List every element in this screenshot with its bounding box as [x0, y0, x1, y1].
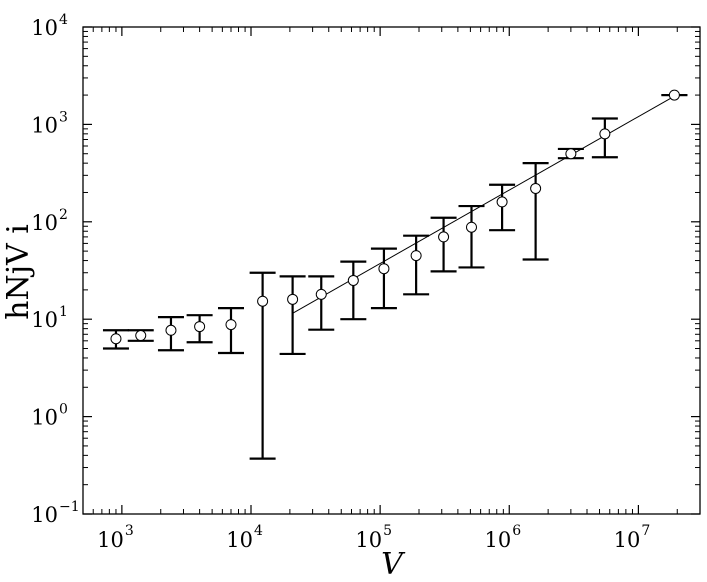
- data-point: [438, 231, 450, 243]
- data-point: [225, 319, 237, 331]
- x-tick-label-exponent: 3: [125, 523, 134, 539]
- x-tick-label: 10: [226, 528, 253, 552]
- x-axis: 10 3 10 4 10 5 10 6 10 7: [92, 27, 678, 552]
- x-axis-label: V: [381, 547, 406, 582]
- x-tick-label: 10: [355, 528, 382, 552]
- data-point: [496, 196, 508, 208]
- error-bar: [279, 275, 306, 356]
- data-point: [135, 330, 147, 342]
- data-point: [599, 128, 611, 140]
- x-tick-label: 10: [97, 528, 124, 552]
- x-tick-label-exponent: 4: [254, 523, 263, 539]
- y-tick-label-exponent: 4: [59, 12, 68, 28]
- error-bar: [340, 260, 367, 321]
- plot-frame: [82, 26, 701, 515]
- data-point: [287, 293, 299, 305]
- error-bar: [489, 183, 516, 232]
- error-bar: [403, 234, 430, 296]
- data-point: [378, 263, 390, 275]
- error-bar: [370, 247, 397, 310]
- error-bar: [458, 204, 485, 269]
- x-tick-label-exponent: 6: [512, 523, 521, 539]
- error-bar: [522, 162, 549, 261]
- y-tick-label-exponent: 1: [59, 304, 68, 320]
- data-point: [194, 321, 206, 333]
- y-tick-label: 10: [31, 406, 58, 430]
- data-points: [110, 89, 680, 345]
- error-bars: [102, 93, 688, 460]
- x-tick-label: 10: [614, 528, 641, 552]
- y-tick-label-exponent: 3: [59, 109, 68, 125]
- data-point: [530, 182, 542, 194]
- data-point: [668, 89, 680, 101]
- data-point: [165, 324, 177, 336]
- y-tick-label: 10: [31, 113, 58, 137]
- data-point: [565, 148, 577, 160]
- y-axis-label: hNjV i: [1, 224, 36, 320]
- y-tick-label: 10: [31, 211, 58, 235]
- y-tick-label-exponent: −1: [59, 499, 80, 515]
- x-tick-label-exponent: 5: [383, 523, 392, 539]
- error-bar: [308, 275, 335, 331]
- y-tick-label: 10: [31, 503, 58, 527]
- data-point: [347, 274, 359, 286]
- data-point: [110, 333, 122, 345]
- x-tick-label: 10: [485, 528, 512, 552]
- data-point: [257, 295, 269, 307]
- error-bar: [217, 307, 244, 355]
- y-tick-label: 10: [31, 16, 58, 40]
- plot-area: [82, 26, 701, 515]
- data-point: [410, 250, 422, 262]
- y-tick-label-exponent: 0: [59, 402, 68, 418]
- data-point: [315, 288, 327, 300]
- error-bar: [430, 216, 457, 273]
- y-tick-label: 10: [31, 308, 58, 332]
- y-tick-label-exponent: 2: [59, 207, 68, 223]
- x-tick-label-exponent: 7: [641, 523, 650, 539]
- data-point: [465, 221, 477, 233]
